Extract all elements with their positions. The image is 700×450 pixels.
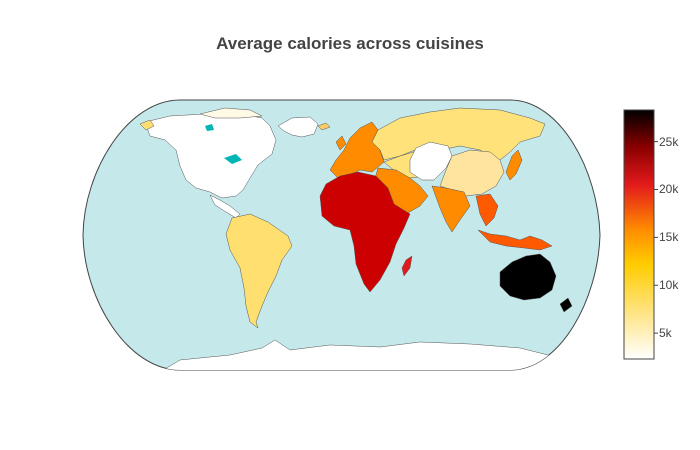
region-indonesia[interactable] bbox=[477, 229, 553, 251]
region-greenland[interactable] bbox=[277, 116, 319, 138]
region-iceland[interactable] bbox=[317, 122, 331, 131]
region-russia[interactable] bbox=[371, 107, 546, 161]
colorbar-tick-label: 5k bbox=[659, 326, 672, 341]
colorbar-gradient bbox=[623, 109, 655, 360]
region-india[interactable] bbox=[431, 185, 471, 233]
region-central-america[interactable] bbox=[209, 194, 241, 219]
region-china[interactable] bbox=[409, 141, 453, 181]
colorbar-tick-label: 25k bbox=[659, 134, 679, 149]
region-madagascar[interactable] bbox=[401, 255, 413, 277]
region-east-china[interactable] bbox=[439, 149, 505, 197]
region-australia[interactable] bbox=[499, 253, 557, 301]
colorbar bbox=[623, 109, 658, 360]
colorbar-tick-label: 20k bbox=[659, 182, 679, 197]
region-southeast-asia[interactable] bbox=[475, 193, 499, 227]
region-uk[interactable] bbox=[335, 135, 347, 151]
region-south-america[interactable] bbox=[225, 213, 293, 329]
colorbar-tick-label: 15k bbox=[659, 230, 679, 245]
region-great-lakes bbox=[224, 154, 242, 164]
region-canada-islands[interactable] bbox=[199, 107, 263, 119]
region-africa[interactable] bbox=[319, 171, 411, 293]
chart-title: Average calories across cuisines bbox=[216, 34, 484, 53]
region-japan-korea[interactable] bbox=[505, 149, 523, 181]
region-hudson-lakes bbox=[205, 124, 214, 131]
region-new-zealand[interactable] bbox=[559, 297, 573, 313]
colorbar-tick-label: 10k bbox=[659, 278, 679, 293]
region-alaska[interactable] bbox=[139, 119, 155, 131]
